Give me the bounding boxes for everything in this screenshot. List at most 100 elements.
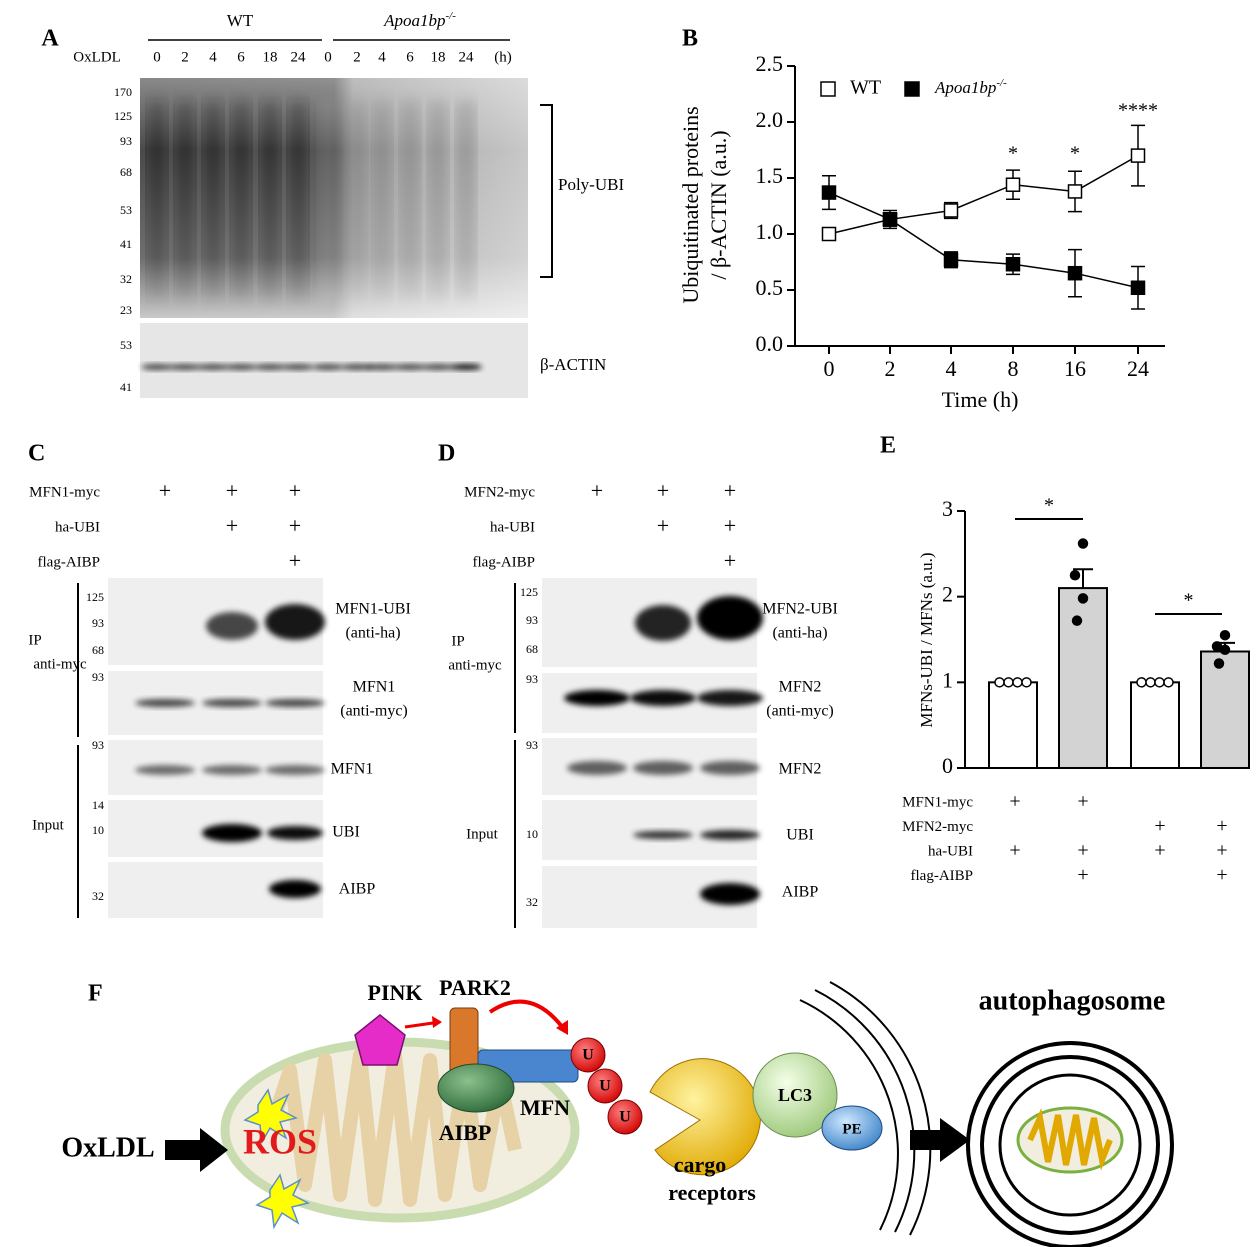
blot-band: [450, 364, 482, 370]
cargo-label: receptors: [668, 1180, 756, 1205]
series-line: [828, 191, 1139, 289]
arrow: [165, 1128, 228, 1172]
condition-mark: +: [1216, 864, 1227, 886]
significance-label: *: [1044, 495, 1054, 517]
blot: [140, 323, 528, 398]
arrow: [488, 999, 565, 1030]
blot-band: [697, 596, 763, 640]
band-label: MFN1: [331, 761, 374, 778]
condition-mark: +: [591, 478, 603, 503]
band-label: MFN2: [779, 679, 822, 696]
y-axis-label: Ubiquitinated proteins: [678, 106, 703, 303]
blot-band: [700, 830, 760, 840]
ubiquitin-label: U: [599, 1078, 611, 1095]
condition-label: MFN1-myc: [29, 484, 100, 500]
condition-mark: +: [1077, 840, 1088, 862]
group-label: WT: [227, 11, 254, 30]
panel-label: B: [682, 26, 698, 52]
mw-marker: 93: [92, 616, 104, 630]
group-label: anti-myc: [33, 656, 87, 672]
band-label: AIBP: [782, 884, 819, 901]
group-label: IP: [451, 633, 464, 649]
bar: [1130, 681, 1180, 769]
autophagosome-membrane: [966, 1041, 1174, 1247]
mw-marker: 93: [120, 134, 132, 148]
condition-mark: +: [724, 478, 736, 503]
data-point: [1219, 644, 1231, 656]
membrane: [814, 989, 916, 1233]
y-tick-label: 2.0: [756, 107, 784, 132]
condition-mark: +: [289, 548, 301, 573]
x-tick-label: 2: [885, 356, 896, 381]
group-label: Input: [466, 826, 498, 842]
group-label: Input: [32, 817, 64, 833]
legend-swatch: [820, 81, 836, 97]
timepoint: 18: [263, 49, 278, 65]
ros-star: [255, 1173, 311, 1230]
marker: [1130, 148, 1146, 163]
blot-band: [135, 765, 195, 775]
data-point: [1069, 570, 1081, 581]
band-label: MFN2: [779, 761, 822, 778]
significance-label: *: [1070, 143, 1080, 165]
group-label: Apoa1bp-/-: [383, 10, 456, 30]
blot-band: [197, 364, 229, 370]
aibp-protein: [437, 1063, 515, 1113]
condition-label: flag-AIBP: [473, 554, 536, 570]
ubiquitin: [607, 1099, 643, 1135]
mw-marker: 170: [114, 85, 132, 99]
blot-band: [567, 761, 627, 775]
blot: [542, 800, 757, 860]
panel-label: F: [88, 981, 103, 1007]
arrowhead: [432, 1016, 442, 1028]
timepoint: 6: [237, 49, 245, 65]
blot-band: [269, 880, 321, 898]
data-point: [994, 677, 1005, 688]
y-tick-label: 1.0: [756, 219, 784, 244]
blot-band: [141, 364, 173, 370]
y-tick-label: 0: [942, 753, 953, 778]
ubiquitin: [570, 1037, 606, 1073]
panel-label: C: [28, 441, 45, 467]
blot-band: [422, 364, 454, 370]
blot-band: [265, 604, 325, 640]
condition-mark: +: [657, 478, 669, 503]
x-tick-label: 8: [1008, 356, 1019, 381]
oxldl-label: OxLDL: [61, 1132, 154, 1163]
condition-mark: +: [289, 513, 301, 538]
condition-mark: +: [1077, 864, 1088, 886]
group-label-main: Apoa1bp: [383, 11, 445, 30]
x-tick-label: 16: [1064, 356, 1086, 381]
mw-marker: 10: [92, 823, 104, 837]
mw-marker: 32: [120, 272, 132, 286]
x-tick-label: 0: [824, 356, 835, 381]
data-point: [1136, 677, 1147, 688]
mw-marker: 41: [120, 380, 132, 394]
y-tick-label: 1.5: [756, 163, 784, 188]
y-axis-label: MFNs-UBI / MFNs (a.u.): [917, 552, 936, 727]
blot-band: [633, 831, 693, 839]
x-axis-label: Time (h): [942, 387, 1019, 412]
condition-label: flag-AIBP: [38, 554, 101, 570]
treatment-label: OxLDL: [73, 49, 121, 65]
ubiquitin-label: U: [582, 1047, 594, 1064]
arrow: [910, 1118, 970, 1162]
blot-band: [254, 364, 286, 370]
y-tick-label: 0.0: [756, 331, 784, 356]
timepoint: 18: [431, 49, 446, 65]
mw-marker: 93: [526, 672, 538, 686]
condition-mark: +: [1216, 815, 1227, 837]
condition-mark: +: [1077, 791, 1088, 813]
band-label: Poly-UBI: [558, 175, 624, 194]
mw-marker: 93: [92, 670, 104, 684]
marker: [1130, 280, 1146, 296]
band-label: MFN1-UBI: [335, 601, 411, 618]
lc3: [752, 1052, 838, 1138]
pink-protein: [354, 1014, 406, 1066]
membrane: [829, 981, 932, 1236]
series-line: [828, 154, 1139, 235]
cristae: [1027, 1108, 1113, 1171]
timepoint: 0: [153, 49, 161, 65]
legend-label: WT: [850, 77, 881, 99]
